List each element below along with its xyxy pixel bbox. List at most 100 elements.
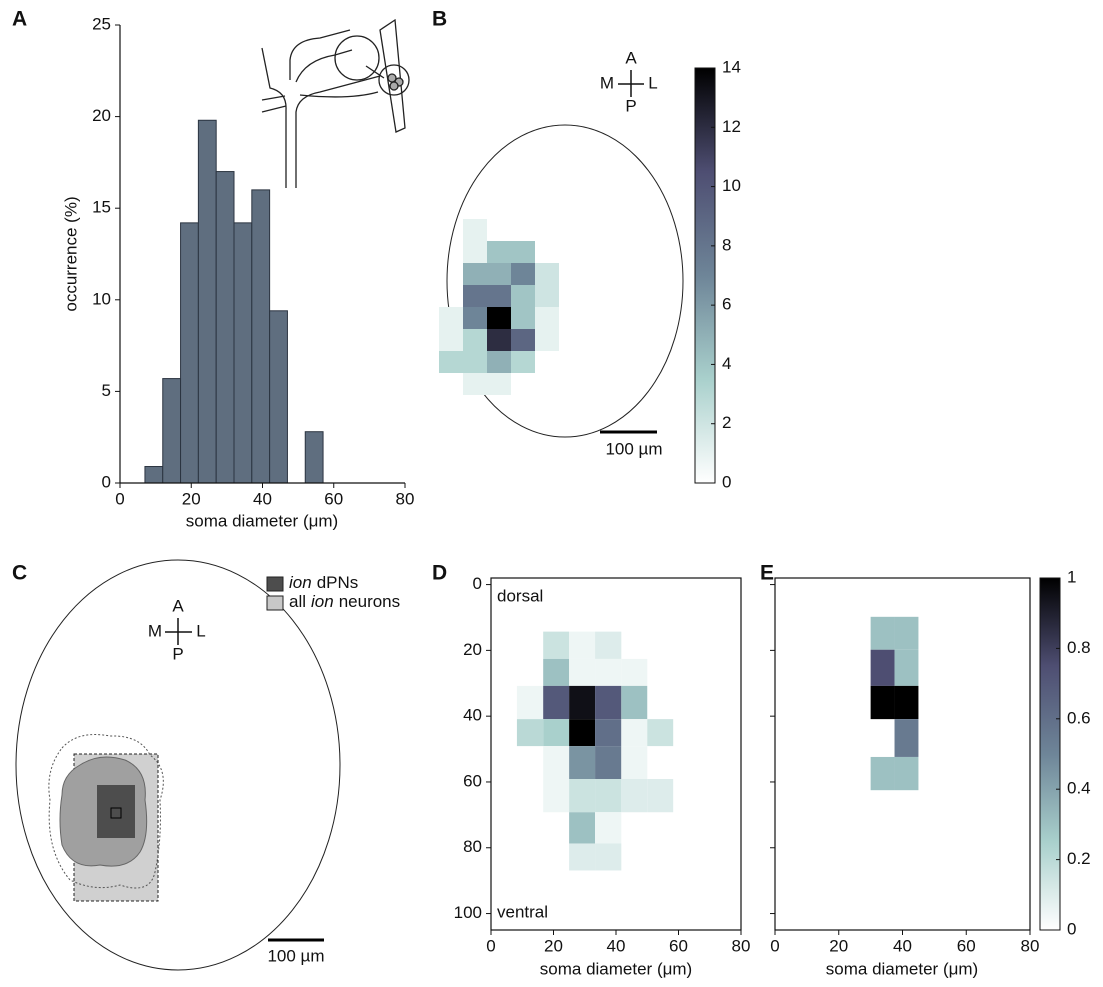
- heatmap-cell: [439, 329, 463, 351]
- x-tick-label: 80: [732, 936, 751, 955]
- y-tick-label: 100: [454, 903, 482, 922]
- x-tick-label: 20: [829, 936, 848, 955]
- panel-letter: B: [432, 8, 447, 31]
- heatmap-cell: [463, 241, 487, 263]
- heatmap-cell: [543, 779, 569, 812]
- bar: [181, 223, 199, 483]
- heatmap-cell: [535, 285, 559, 307]
- y-tick-label: 5: [102, 381, 111, 400]
- heatmap-cell: [511, 307, 535, 329]
- colorbar-tick-label: 14: [722, 57, 741, 76]
- panel-letter: A: [12, 8, 27, 31]
- heatmap-cell: [621, 746, 647, 779]
- dpn-core: [97, 785, 135, 838]
- heatmap-cell: [511, 263, 535, 285]
- heatmap-cell: [463, 285, 487, 307]
- heatmap-cell: [569, 686, 595, 719]
- colorbar-tick-label: 0: [722, 472, 731, 491]
- heatmap-cell: [895, 617, 919, 650]
- panel-letter: C: [12, 562, 27, 585]
- heatmap-cell: [595, 779, 621, 812]
- compass-label: A: [172, 596, 184, 615]
- y-tick-label: 25: [92, 14, 111, 33]
- heatmap-cell: [463, 351, 487, 373]
- heatmap-cell: [895, 719, 919, 757]
- heatmap-cell: [535, 329, 559, 351]
- bar: [198, 120, 216, 483]
- compass-label: P: [625, 96, 636, 115]
- annotation: dorsal: [497, 586, 543, 605]
- bar: [252, 190, 270, 483]
- y-tick-label: 20: [463, 640, 482, 659]
- colorbar-tick-label: 2: [722, 413, 731, 432]
- heatmap-cell: [569, 812, 595, 843]
- heatmap-cell: [511, 241, 535, 263]
- heatmap-cell: [621, 719, 647, 746]
- heatmap-cell: [487, 373, 511, 395]
- heatmap-cell: [511, 351, 535, 373]
- heatmap-cell: [895, 757, 919, 790]
- bar: [163, 379, 181, 483]
- heatmap-cell: [569, 843, 595, 870]
- heatmap-cell: [463, 329, 487, 351]
- heatmap-cell: [871, 757, 895, 790]
- heatmap-cell: [621, 686, 647, 719]
- x-tick-label: 0: [115, 489, 124, 508]
- colorbar-tick-label: 1: [1067, 567, 1076, 586]
- y-tick-label: 40: [463, 706, 482, 725]
- heatmap-cell: [543, 719, 569, 746]
- y-tick-label: 0: [102, 472, 111, 491]
- colorbar-tick-label: 12: [722, 117, 741, 136]
- heatmap-cell: [871, 650, 895, 686]
- heatmap-cell: [595, 632, 621, 659]
- bar: [234, 223, 252, 483]
- heatmap-cell: [543, 659, 569, 686]
- heatmap-cell: [511, 285, 535, 307]
- x-tick-label: 60: [324, 489, 343, 508]
- heatmap-cell: [543, 746, 569, 779]
- x-tick-label: 60: [669, 936, 688, 955]
- scale-bar-label: 100 µm: [267, 946, 324, 965]
- heatmap-cell: [487, 351, 511, 373]
- compass-label: A: [625, 48, 637, 67]
- colorbar-tick-label: 10: [722, 176, 741, 195]
- heatmap-cell: [439, 307, 463, 329]
- heatmap-cell: [569, 632, 595, 659]
- x-axis-label: soma diameter (μm): [540, 959, 692, 978]
- y-tick-label: 20: [92, 106, 111, 125]
- heatmap-cell: [463, 307, 487, 329]
- legend-swatch: [267, 596, 283, 610]
- bar: [305, 432, 323, 483]
- heatmap-cell: [569, 659, 595, 686]
- y-tick-label: 10: [92, 289, 111, 308]
- heatmap-cell: [487, 329, 511, 351]
- heatmap-cell: [647, 779, 673, 812]
- heatmap-cell: [487, 263, 511, 285]
- neuron-sketch: [262, 20, 409, 188]
- heatmap-cell: [511, 329, 535, 351]
- heatmap-cell: [487, 307, 511, 329]
- x-tick-label: 20: [182, 489, 201, 508]
- panel-letter: D: [432, 562, 447, 585]
- y-tick-label: 0: [473, 574, 482, 593]
- x-tick-label: 0: [486, 936, 495, 955]
- compass-label: M: [600, 73, 614, 92]
- scale-bar-label: 100 µm: [605, 439, 662, 458]
- heatmap-cell: [595, 659, 621, 686]
- colorbar: [695, 68, 715, 483]
- heatmap-cell: [543, 686, 569, 719]
- x-tick-label: 40: [893, 936, 912, 955]
- heatmap-cell: [569, 746, 595, 779]
- bar: [216, 172, 234, 483]
- colorbar-tick-label: 6: [722, 295, 731, 314]
- x-tick-label: 0: [770, 936, 779, 955]
- bar: [270, 311, 288, 483]
- heatmap-cell: [569, 719, 595, 746]
- x-axis-label: soma diameter (μm): [186, 511, 338, 530]
- colorbar-tick-label: 0.4: [1067, 779, 1091, 798]
- heatmap-cell: [535, 307, 559, 329]
- compass-label: L: [196, 621, 205, 640]
- heatmap-cell: [621, 659, 647, 686]
